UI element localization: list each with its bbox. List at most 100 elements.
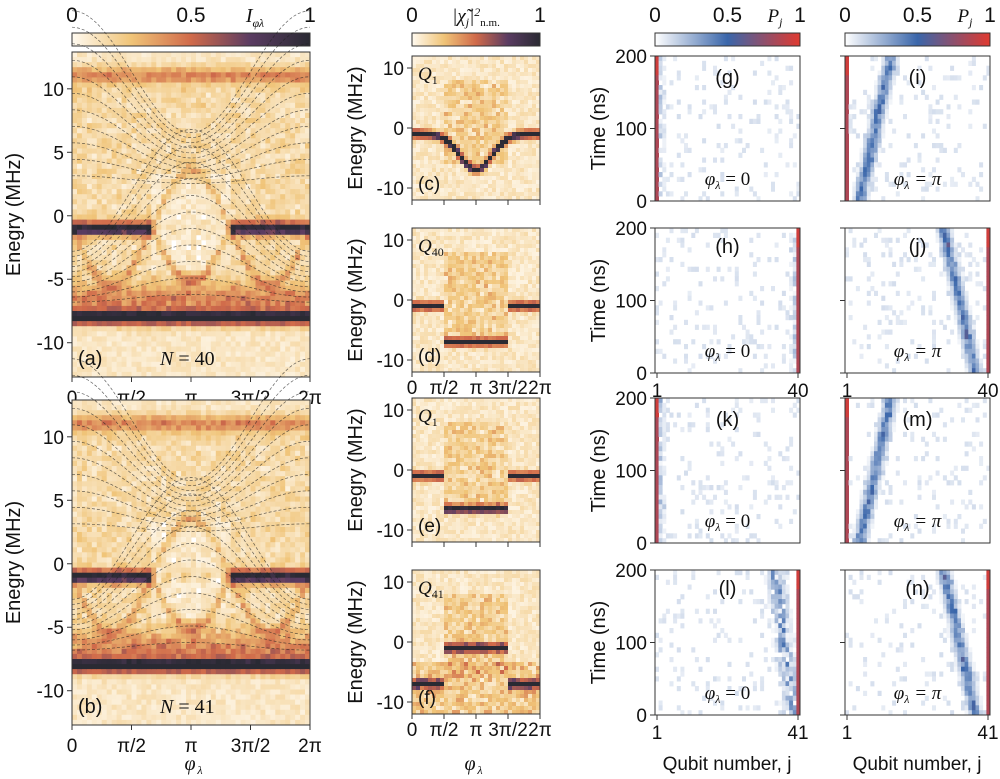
panel-a-cell xyxy=(131,112,137,119)
panel-a-cell xyxy=(305,163,311,170)
panel-a-cell xyxy=(280,305,286,312)
panel-b-cell xyxy=(72,572,78,579)
panel-a-cell xyxy=(72,305,78,312)
panel-a-cell xyxy=(161,148,167,154)
panel-a-cell xyxy=(96,351,103,358)
panel-a-cell xyxy=(146,158,152,165)
panel-a-cell xyxy=(111,189,118,195)
panel-a-cell xyxy=(275,107,281,114)
panel-b-cell xyxy=(186,405,192,411)
colorbar-tick: 0 xyxy=(406,4,418,27)
panel-a-cell xyxy=(86,361,93,368)
panel-b-cell xyxy=(96,557,103,563)
panel-b-cell xyxy=(186,527,192,533)
panel-b-cell xyxy=(146,435,152,441)
panel-b-cell xyxy=(200,633,207,640)
panel-a-cell xyxy=(77,285,83,292)
panel-b-cell xyxy=(121,501,127,508)
panel-a-cell xyxy=(131,123,137,129)
panel-a-cell xyxy=(300,92,306,99)
panel-a-cell xyxy=(131,245,137,251)
panel-a-cell xyxy=(280,224,286,231)
panel-a-cell xyxy=(156,82,162,88)
panel-a-cell xyxy=(220,270,227,276)
panel-b-cell xyxy=(200,689,207,695)
panel-b-cell xyxy=(126,410,132,416)
panel-a-cell xyxy=(245,229,251,236)
panel-a-cell xyxy=(305,153,311,160)
panel-b-cell xyxy=(146,633,152,640)
panel-a-cell xyxy=(181,138,187,144)
panel-b-cell xyxy=(205,704,212,711)
panel-a-cell xyxy=(161,224,167,231)
panel-a-cell xyxy=(106,128,113,134)
panel-a-cell xyxy=(181,118,187,124)
panel-b-cell xyxy=(200,643,207,650)
panel-a-cell xyxy=(161,72,167,78)
panel-b-cell xyxy=(106,466,113,472)
panel-b-cell xyxy=(101,674,108,680)
panel-b-cell xyxy=(106,689,113,695)
panel-b-cell xyxy=(171,633,177,640)
panel-a-cell xyxy=(280,77,286,83)
panel-a-cell xyxy=(77,214,83,220)
panel-a-cell xyxy=(220,168,227,175)
panel-a-cell xyxy=(72,112,78,119)
panel-a-cell xyxy=(250,168,256,175)
panel-b-cell xyxy=(121,699,127,706)
panel-b-cell xyxy=(136,608,142,614)
panel-b-cell xyxy=(176,567,182,574)
panel-b-cell xyxy=(91,623,98,629)
panel-a-cell xyxy=(220,138,227,144)
panel-a-cell xyxy=(181,168,187,175)
panel-a-cell xyxy=(176,331,182,337)
panel-a-cell xyxy=(255,250,261,256)
panel-b-cell xyxy=(126,400,132,406)
panel-b-cell xyxy=(176,623,182,629)
panel-b-cell xyxy=(146,476,152,482)
panel-a-cell xyxy=(295,316,301,322)
panel-b-cell xyxy=(116,704,122,711)
panel-b-cell xyxy=(171,674,177,680)
panel-a-cell xyxy=(265,305,271,312)
panel-a-cell xyxy=(146,280,152,286)
panel-a-cell xyxy=(305,138,311,144)
panel-b-cell xyxy=(106,618,113,624)
panel-b-cell xyxy=(186,719,192,726)
panel-a-cell xyxy=(176,366,182,373)
panel-a-cell xyxy=(210,209,217,215)
panel-a-cell xyxy=(136,128,142,134)
panel-b-cell xyxy=(181,679,187,685)
panel-a-cell xyxy=(141,300,147,307)
panel-a-cell xyxy=(101,199,108,205)
panel-a-cell xyxy=(260,179,266,185)
panel-a-cell xyxy=(86,189,93,195)
panel-a-cell xyxy=(260,305,266,312)
panel-a-cell xyxy=(121,107,127,114)
panel-a-cell xyxy=(265,341,271,347)
panel-a-cell xyxy=(210,250,217,256)
panel-a-cell xyxy=(245,62,251,68)
panel-a-cell xyxy=(290,153,296,160)
panel-a-cell xyxy=(106,229,113,236)
panel-a-cell xyxy=(181,336,187,342)
panel-a-cell xyxy=(156,280,162,286)
panel-a-cell xyxy=(290,148,296,154)
panel-a-cell xyxy=(106,148,113,154)
panel-b-cell xyxy=(200,669,207,675)
panel-a-cell xyxy=(260,295,266,302)
panel-a-cell xyxy=(72,189,78,195)
panel-a-cell xyxy=(285,366,291,373)
panel-a-cell xyxy=(240,305,246,312)
panel-a-cell xyxy=(191,361,197,368)
panel-a-cell xyxy=(146,305,152,312)
panel-b-cell xyxy=(131,481,137,487)
panel-a-cell xyxy=(305,82,311,88)
panel-a-cell xyxy=(141,260,147,266)
panel-a-cell xyxy=(86,270,93,276)
panel-a-cell xyxy=(72,234,78,241)
panel-a-cell xyxy=(81,123,88,129)
panel-b-cell xyxy=(171,669,177,675)
panel-b-cell xyxy=(146,557,152,563)
